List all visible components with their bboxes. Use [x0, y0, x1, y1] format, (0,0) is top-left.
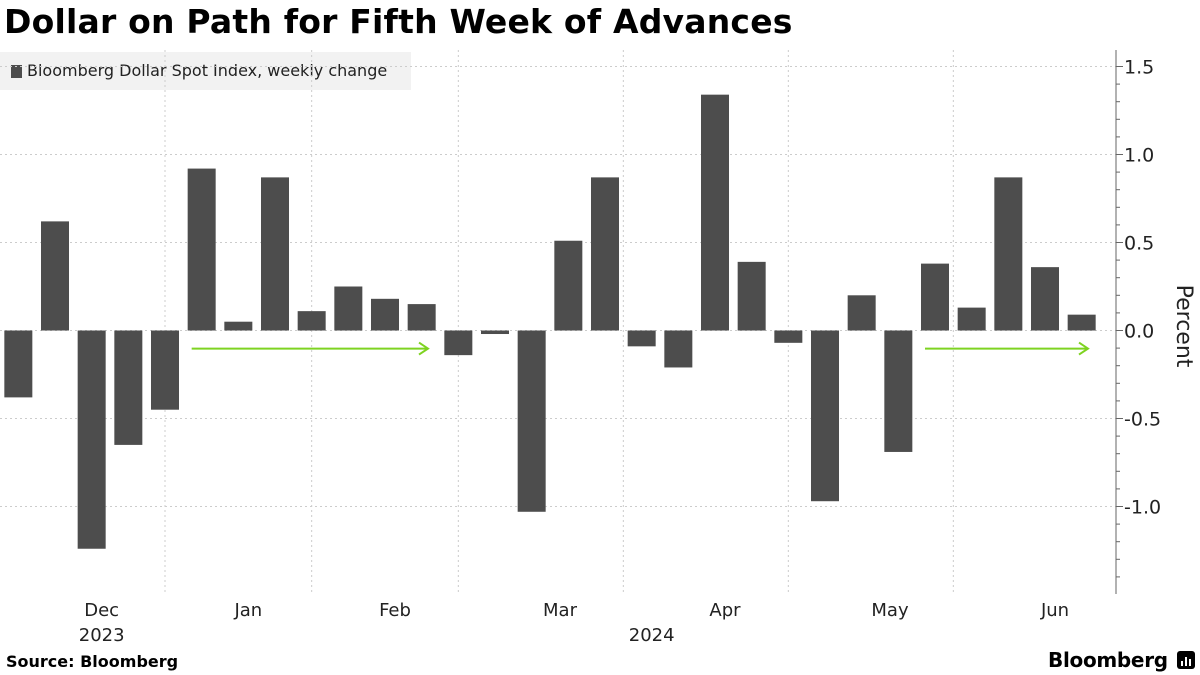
legend: Bloomberg Dollar Spot Index, weekly chan…: [0, 52, 411, 90]
x-year-label: 2023: [79, 625, 125, 646]
bar: [297, 311, 326, 331]
x-month-label: Jan: [233, 600, 262, 621]
x-axis-labels: Dec Jan Feb Mar Apr May Jun 2023 2024: [79, 600, 1069, 646]
legend-label: Bloomberg Dollar Spot Index, weekly chan…: [27, 61, 388, 80]
x-month-label: Feb: [379, 600, 411, 621]
bar: [151, 330, 179, 410]
bar: [847, 295, 876, 331]
bar: [261, 177, 289, 331]
bar: [664, 330, 693, 368]
bar: [4, 330, 33, 398]
bar: [407, 304, 436, 331]
bar: [994, 177, 1023, 331]
x-month-label: Apr: [709, 600, 741, 621]
bar: [444, 330, 473, 356]
arrow-head: [418, 341, 430, 356]
bar: [114, 330, 143, 445]
bloomberg-chart-icon: [1177, 651, 1195, 669]
bar: [884, 330, 913, 452]
bar: [811, 330, 839, 502]
bar: [701, 94, 729, 331]
bar: [957, 307, 986, 331]
bar: [554, 240, 583, 331]
bar: [77, 330, 106, 549]
bars: [4, 94, 1096, 549]
y-tick-label: -1.0: [1124, 497, 1161, 519]
x-month-label: Dec: [84, 600, 119, 621]
bar: [334, 286, 363, 331]
y-tick-label: 0.5: [1124, 233, 1154, 255]
x-month-label: May: [871, 600, 909, 621]
bar: [921, 263, 949, 331]
y-axis: 1.5 1.0 0.5 0.0 -0.5 -1.0 Percent: [1115, 50, 1196, 594]
chart-title: Dollar on Path for Fifth Week of Advance…: [4, 2, 793, 41]
bar: [187, 168, 216, 331]
brand-logo: Bloomberg: [1048, 648, 1168, 672]
bar: [737, 261, 766, 331]
bar: [774, 330, 803, 343]
annotation-arrows: [191, 341, 1090, 356]
y-tick-label: 1.0: [1124, 145, 1154, 167]
bar: [591, 177, 619, 331]
bar: [41, 221, 69, 331]
x-month-label: Mar: [543, 600, 578, 621]
bar: [224, 321, 253, 331]
bar: [481, 330, 509, 335]
y-tick-label: 1.5: [1124, 57, 1154, 79]
x-year-label: 2024: [629, 625, 675, 646]
gridlines: [0, 50, 1116, 594]
y-tick-label: 0.0: [1124, 321, 1154, 343]
bar: [517, 330, 546, 512]
bar: [627, 330, 656, 347]
legend-swatch: [11, 65, 22, 78]
y-axis-title: Percent: [1171, 285, 1196, 368]
bar: [371, 298, 399, 331]
bar: [1031, 267, 1059, 331]
bar: [1067, 314, 1096, 331]
y-tick-label: -0.5: [1124, 409, 1161, 431]
x-month-label: Jun: [1040, 600, 1069, 621]
arrow-head: [1078, 341, 1090, 356]
source-note: Source: Bloomberg: [6, 652, 179, 671]
